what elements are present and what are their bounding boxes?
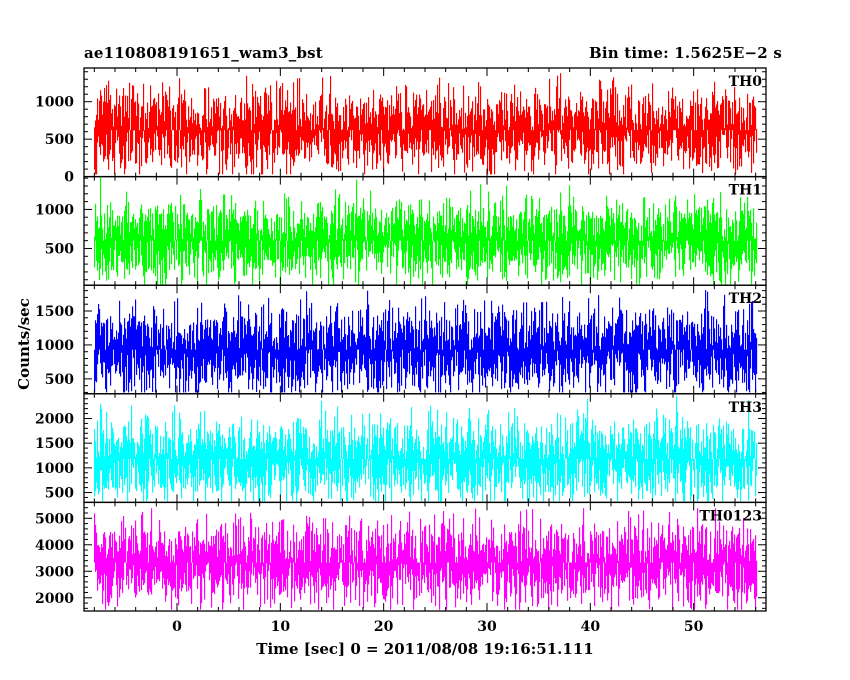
y-tick-label: 2000 bbox=[35, 411, 74, 427]
y-tick-label: 1500 bbox=[35, 304, 74, 320]
x-tick-label: 30 bbox=[477, 619, 497, 635]
panel-label: TH3 bbox=[729, 400, 762, 416]
y-tick-label: 1000 bbox=[35, 338, 74, 354]
y-tick-label: 0 bbox=[64, 170, 74, 186]
y-tick-label: 1000 bbox=[35, 461, 74, 477]
y-tick-label: 2000 bbox=[35, 591, 74, 607]
y-axis-label: Counts/sec bbox=[15, 298, 33, 390]
panel-label: TH1 bbox=[729, 183, 762, 199]
y-tick-label: 5000 bbox=[35, 511, 74, 527]
x-tick-label: 0 bbox=[172, 619, 182, 635]
y-tick-label: 1000 bbox=[35, 202, 74, 218]
panel-label: TH0 bbox=[729, 74, 763, 90]
y-tick-label: 3000 bbox=[35, 564, 74, 580]
series-th0 bbox=[94, 73, 758, 175]
y-tick-label: 4000 bbox=[35, 538, 74, 554]
y-tick-label: 500 bbox=[45, 372, 74, 388]
bin-time-label: Bin time: 1.5625E−2 s bbox=[588, 44, 782, 62]
series-th0123 bbox=[94, 508, 758, 610]
series-th3 bbox=[94, 395, 758, 502]
x-tick-label: 20 bbox=[374, 619, 394, 635]
y-tick-label: 500 bbox=[45, 486, 74, 502]
y-tick-label: 1000 bbox=[35, 95, 74, 111]
panel-label: TH0123 bbox=[699, 508, 762, 524]
x-tick-label: 50 bbox=[684, 619, 704, 635]
series-th2 bbox=[94, 290, 758, 393]
x-axis-label: Time [sec] 0 = 2011/08/08 19:16:51.111 bbox=[256, 640, 594, 658]
y-tick-label: 500 bbox=[45, 132, 74, 148]
x-tick-label: 40 bbox=[581, 619, 601, 635]
y-tick-label: 1500 bbox=[35, 436, 74, 452]
series-th1 bbox=[94, 176, 758, 285]
y-tick-label: 500 bbox=[45, 241, 74, 257]
panel-label: TH2 bbox=[729, 291, 762, 307]
chart-title: ae110808191651_wam3_bst bbox=[84, 44, 323, 62]
x-tick-label: 10 bbox=[271, 619, 291, 635]
